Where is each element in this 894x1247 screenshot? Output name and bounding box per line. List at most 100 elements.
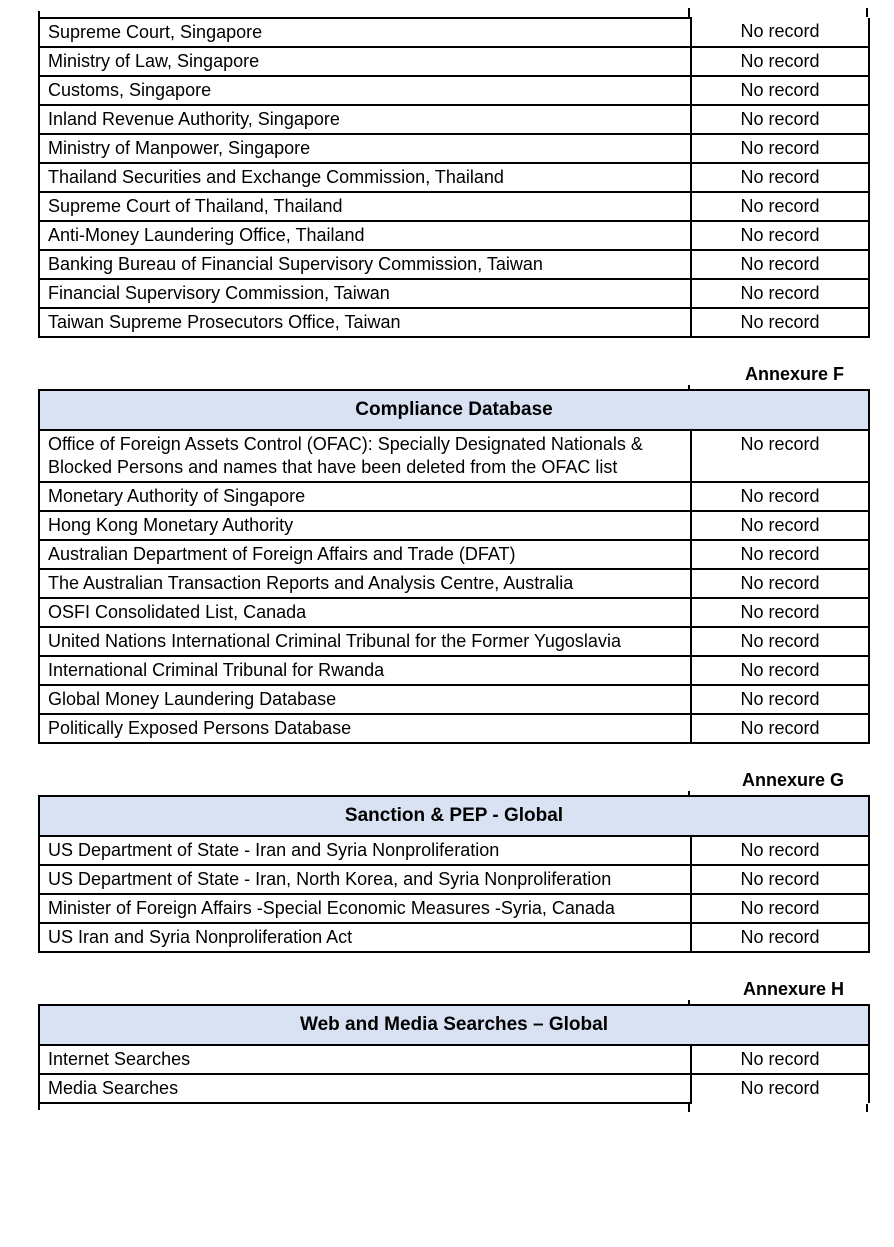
result-cell: No record: [690, 191, 870, 222]
annexure-label-h: Annexure H: [742, 979, 844, 999]
source-cell: Office of Foreign Assets Control (OFAC):…: [38, 429, 692, 483]
table-title: Compliance Database: [38, 389, 870, 431]
compliance-database-table-wrap: Compliance Database Office of Foreign As…: [38, 385, 870, 744]
result-cell: No record: [690, 510, 870, 541]
result-cell: No record: [690, 626, 870, 657]
source-cell: Thailand Securities and Exchange Commiss…: [38, 162, 692, 193]
result-cell: No record: [690, 46, 870, 77]
result-cell: No record: [689, 1044, 871, 1075]
source-cell: US Department of State - Iran and Syria …: [38, 835, 692, 866]
table-row: Customs, Singapore No record: [38, 75, 870, 106]
table-row: Global Money Laundering Database No reco…: [38, 684, 870, 715]
table-header-row: Sanction & PEP - Global: [38, 795, 870, 837]
table-row: Inland Revenue Authority, Singapore No r…: [38, 104, 870, 135]
source-cell: Hong Kong Monetary Authority: [38, 510, 692, 541]
table-row: Ministry of Law, Singapore No record: [38, 46, 870, 77]
result-cell: No record: [690, 655, 870, 686]
table-row: The Australian Transaction Reports and A…: [38, 568, 870, 599]
result-cell: No record: [690, 539, 870, 570]
source-cell: Financial Supervisory Commission, Taiwan: [38, 278, 692, 309]
result-cell: No record: [690, 429, 870, 483]
table-row: Thailand Securities and Exchange Commiss…: [38, 162, 870, 193]
table-row: US Department of State - Iran and Syria …: [38, 835, 870, 866]
result-cell: No record: [689, 1073, 871, 1103]
table-row: Politically Exposed Persons Database No …: [38, 713, 870, 744]
source-cell: Minister of Foreign Affairs -Special Eco…: [38, 893, 692, 924]
page-break-tick: [688, 1104, 690, 1112]
sanction-pep-table-wrap: Sanction & PEP - Global US Department of…: [38, 791, 870, 953]
table-row: Financial Supervisory Commission, Taiwan…: [38, 278, 870, 309]
table-header-row: Compliance Database: [38, 389, 870, 431]
table-row: US Iran and Syria Nonproliferation Act N…: [38, 922, 870, 953]
result-cell: No record: [690, 713, 870, 744]
source-cell: US Department of State - Iran, North Kor…: [38, 864, 692, 895]
result-cell: No record: [690, 864, 870, 895]
result-cell: No record: [690, 104, 870, 135]
source-cell: Internet Searches: [38, 1044, 692, 1075]
table-row: Australian Department of Foreign Affairs…: [38, 539, 870, 570]
table-row: Supreme Court, Singapore No record: [38, 17, 870, 48]
source-cell: Ministry of Manpower, Singapore: [38, 133, 692, 164]
result-cell: No record: [690, 568, 870, 599]
result-cell: No record: [690, 278, 870, 309]
source-cell: Inland Revenue Authority, Singapore: [38, 104, 692, 135]
result-cell: No record: [690, 684, 870, 715]
table-row: OSFI Consolidated List, Canada No record: [38, 597, 870, 628]
table-row: Internet Searches No record: [38, 1044, 871, 1075]
table-row: Media Searches No record: [38, 1073, 871, 1104]
result-cell: No record: [690, 922, 870, 953]
source-cell: Supreme Court, Singapore: [38, 17, 692, 48]
source-cell: Media Searches: [38, 1073, 692, 1104]
source-cell: Anti-Money Laundering Office, Thailand: [38, 220, 692, 251]
source-cell: Taiwan Supreme Prosecutors Office, Taiwa…: [38, 307, 692, 338]
web-media-table-wrap: Web and Media Searches – Global Internet…: [37, 1000, 871, 1112]
result-cell: No record: [690, 835, 870, 866]
table-row: Monetary Authority of Singapore No recor…: [38, 481, 870, 512]
result-cell: No record: [690, 307, 870, 338]
source-cell: Politically Exposed Persons Database: [38, 713, 692, 744]
source-cell: Ministry of Law, Singapore: [38, 46, 692, 77]
table-title: Web and Media Searches – Global: [37, 1004, 871, 1046]
compliance-database-table: Compliance Database Office of Foreign As…: [38, 389, 870, 744]
column-divider-tick: [688, 385, 690, 389]
table-row: United Nations International Criminal Tr…: [38, 626, 870, 657]
page-break-tick: [38, 11, 40, 17]
column-divider-tick: [688, 1000, 690, 1004]
result-cell: No record: [690, 133, 870, 164]
result-cell: No record: [690, 220, 870, 251]
source-cell: United Nations International Criminal Tr…: [38, 626, 692, 657]
table-row: Taiwan Supreme Prosecutors Office, Taiwa…: [38, 307, 870, 338]
table-row: Hong Kong Monetary Authority No record: [38, 510, 870, 541]
result-cell: No record: [690, 893, 870, 924]
table-row: International Criminal Tribunal for Rwan…: [38, 655, 870, 686]
table-row: US Department of State - Iran, North Kor…: [38, 864, 870, 895]
result-cell: No record: [690, 18, 870, 48]
page-break-tick: [688, 8, 690, 17]
web-media-table: Web and Media Searches – Global Internet…: [37, 1004, 871, 1104]
annexure-label-f: Annexure F: [744, 364, 844, 384]
source-cell: US Iran and Syria Nonproliferation Act: [38, 922, 692, 953]
table-row: Minister of Foreign Affairs -Special Eco…: [38, 893, 870, 924]
table-row: Ministry of Manpower, Singapore No recor…: [38, 133, 870, 164]
result-cell: No record: [690, 75, 870, 106]
page-break-tick: [38, 1104, 40, 1110]
column-divider-tick: [688, 791, 690, 795]
result-cell: No record: [690, 162, 870, 193]
sanction-pep-table: Sanction & PEP - Global US Department of…: [38, 795, 870, 953]
source-cell: Monetary Authority of Singapore: [38, 481, 692, 512]
source-cell: Customs, Singapore: [38, 75, 692, 106]
source-cell: Banking Bureau of Financial Supervisory …: [38, 249, 692, 280]
page-break-tick: [866, 8, 868, 17]
result-cell: No record: [690, 249, 870, 280]
result-cell: No record: [690, 597, 870, 628]
document-page: Supreme Court, Singapore No record Minis…: [0, 8, 894, 1112]
table-header-row: Web and Media Searches – Global: [37, 1004, 871, 1046]
table-row: Banking Bureau of Financial Supervisory …: [38, 249, 870, 280]
table-row: Office of Foreign Assets Control (OFAC):…: [38, 429, 870, 483]
result-cell: No record: [690, 481, 870, 512]
source-cell: Australian Department of Foreign Affairs…: [38, 539, 692, 570]
source-cell: Global Money Laundering Database: [38, 684, 692, 715]
jurisdiction-results-table: Supreme Court, Singapore No record Minis…: [38, 17, 870, 338]
source-cell: International Criminal Tribunal for Rwan…: [38, 655, 692, 686]
source-cell: Supreme Court of Thailand, Thailand: [38, 191, 692, 222]
